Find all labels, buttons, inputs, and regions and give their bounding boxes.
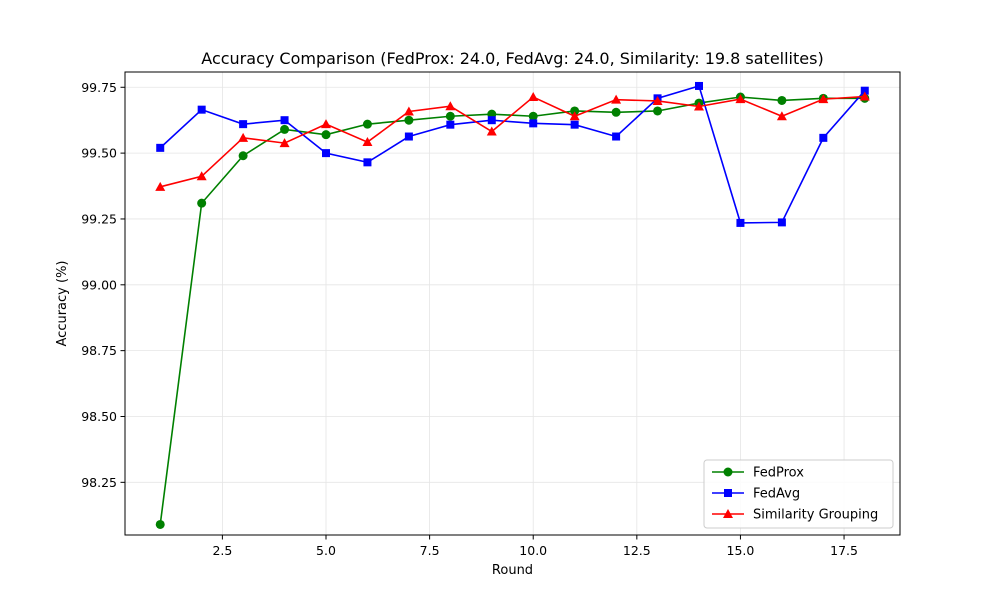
legend-items: FedProx FedAvg Similarity Grouping — [712, 466, 878, 523]
data-point-fedprox — [528, 111, 538, 121]
data-point-similarity-grouping — [238, 132, 249, 142]
y-tick-label: 99.75 — [81, 80, 117, 95]
data-point-similarity-grouping — [652, 95, 663, 105]
legend-item-fedavg: FedAvg — [712, 487, 800, 502]
x-axis-ticks: 2.5 5.0 7.5 10.0 12.5 15.0 17.5 — [212, 535, 858, 558]
data-point-fedavg — [487, 116, 496, 125]
data-point-similarity-grouping — [196, 171, 207, 181]
data-point-fedavg — [694, 81, 703, 90]
legend-marker — [723, 509, 733, 518]
x-tick-label: 12.5 — [623, 543, 651, 558]
y-axis-ticks: 98.25 98.50 98.75 99.00 99.25 99.50 99.75 — [81, 80, 125, 490]
y-tick-label: 99.50 — [81, 146, 117, 161]
y-tick-label: 99.00 — [81, 277, 117, 292]
grid-lines — [125, 72, 900, 535]
series-line-fedavg — [159, 84, 866, 224]
x-tick-label: 5.0 — [316, 543, 336, 558]
data-point-fedprox — [445, 111, 455, 121]
data-point-similarity-grouping — [279, 138, 290, 148]
data-point-fedavg — [363, 158, 372, 167]
data-point-similarity-grouping — [155, 181, 166, 191]
data-point-similarity-grouping — [693, 101, 704, 111]
legend-item-fedprox: FedProx — [712, 466, 804, 481]
legend-label: FedAvg — [753, 487, 800, 502]
data-point-similarity-grouping — [362, 137, 373, 147]
x-tick-label: 2.5 — [212, 543, 232, 558]
x-axis-label: Round — [492, 563, 533, 578]
legend: FedProx FedAvg Similarity Grouping — [703, 459, 894, 529]
data-point-similarity-grouping — [776, 111, 787, 121]
data-point-similarity-grouping — [403, 106, 414, 116]
data-point-fedprox — [611, 107, 621, 117]
data-point-fedprox — [570, 106, 580, 116]
data-point-fedavg — [446, 120, 455, 129]
data-point-fedavg — [860, 86, 869, 95]
data-point-fedavg — [280, 116, 289, 125]
y-tick-label: 99.25 — [81, 211, 117, 226]
series-line-similarity-grouping — [160, 95, 865, 188]
data-point-fedavg — [156, 143, 165, 152]
data-point-similarity-grouping — [735, 94, 746, 104]
data-point-fedprox — [404, 115, 414, 125]
data-point-fedavg — [570, 120, 579, 129]
plot-frame — [124, 71, 901, 536]
data-point-fedprox — [238, 151, 248, 161]
legend-label: FedProx — [753, 466, 804, 481]
data-point-fedavg — [736, 218, 745, 227]
data-point-fedprox — [155, 519, 165, 529]
data-point-fedprox — [362, 119, 372, 129]
data-point-fedavg — [239, 120, 248, 129]
data-point-similarity-grouping — [486, 126, 497, 136]
data-point-fedprox — [777, 95, 787, 105]
legend-box — [703, 459, 894, 529]
series-layer — [155, 81, 870, 529]
data-point-similarity-grouping — [321, 119, 332, 129]
x-tick-label: 17.5 — [830, 543, 858, 558]
chart-title: Accuracy Comparison (FedProx: 24.0, FedA… — [201, 49, 823, 68]
x-tick-label: 7.5 — [420, 543, 440, 558]
data-point-fedavg — [819, 133, 828, 142]
data-point-similarity-grouping — [445, 101, 456, 111]
data-point-similarity-grouping — [859, 91, 870, 101]
y-axis-label: Accuracy (%) — [55, 261, 70, 347]
data-point-similarity-grouping — [611, 94, 622, 104]
series-fedavg — [156, 81, 869, 227]
legend-marker — [723, 467, 733, 477]
data-point-fedprox — [321, 130, 331, 140]
y-tick-label: 98.25 — [81, 475, 117, 490]
y-tick-label: 98.50 — [81, 409, 117, 424]
data-point-fedavg — [404, 132, 413, 141]
data-point-similarity-grouping — [818, 94, 829, 104]
x-tick-label: 10.0 — [519, 543, 547, 558]
data-point-fedprox — [653, 106, 663, 116]
data-point-fedavg — [322, 149, 331, 158]
data-point-fedavg — [197, 105, 206, 114]
data-point-fedavg — [612, 132, 621, 141]
data-point-similarity-grouping — [528, 92, 539, 102]
data-point-fedprox — [280, 124, 290, 134]
legend-label: Similarity Grouping — [753, 508, 878, 523]
series-similarity-grouping — [155, 91, 870, 191]
data-point-fedprox — [197, 198, 207, 208]
data-point-similarity-grouping — [569, 111, 580, 121]
x-tick-label: 15.0 — [727, 543, 755, 558]
legend-marker — [724, 489, 732, 497]
data-point-fedavg — [777, 218, 786, 227]
y-tick-label: 98.75 — [81, 343, 117, 358]
data-point-fedavg — [529, 119, 538, 128]
legend-item-similarity-grouping: Similarity Grouping — [712, 508, 878, 523]
